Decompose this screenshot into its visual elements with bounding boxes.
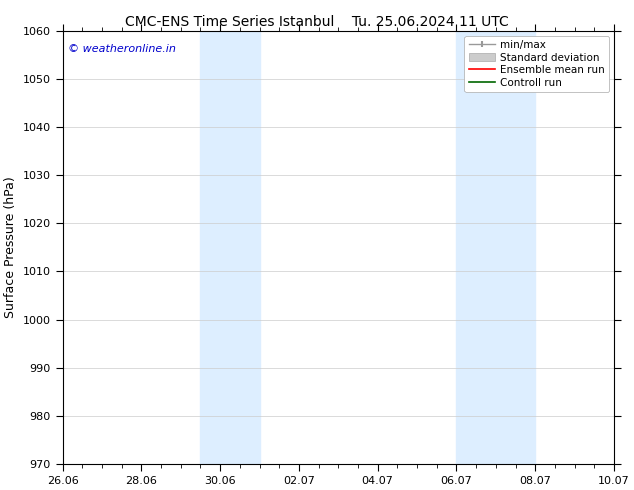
Legend: min/max, Standard deviation, Ensemble mean run, Controll run: min/max, Standard deviation, Ensemble me… [465,36,609,92]
Y-axis label: Surface Pressure (hPa): Surface Pressure (hPa) [4,176,17,318]
Text: CMC-ENS Time Series Istanbul    Tu. 25.06.2024 11 UTC: CMC-ENS Time Series Istanbul Tu. 25.06.2… [125,15,509,29]
Bar [456,31,535,464]
Text: © weatheronline.in: © weatheronline.in [68,44,176,54]
Bar [200,31,259,464]
